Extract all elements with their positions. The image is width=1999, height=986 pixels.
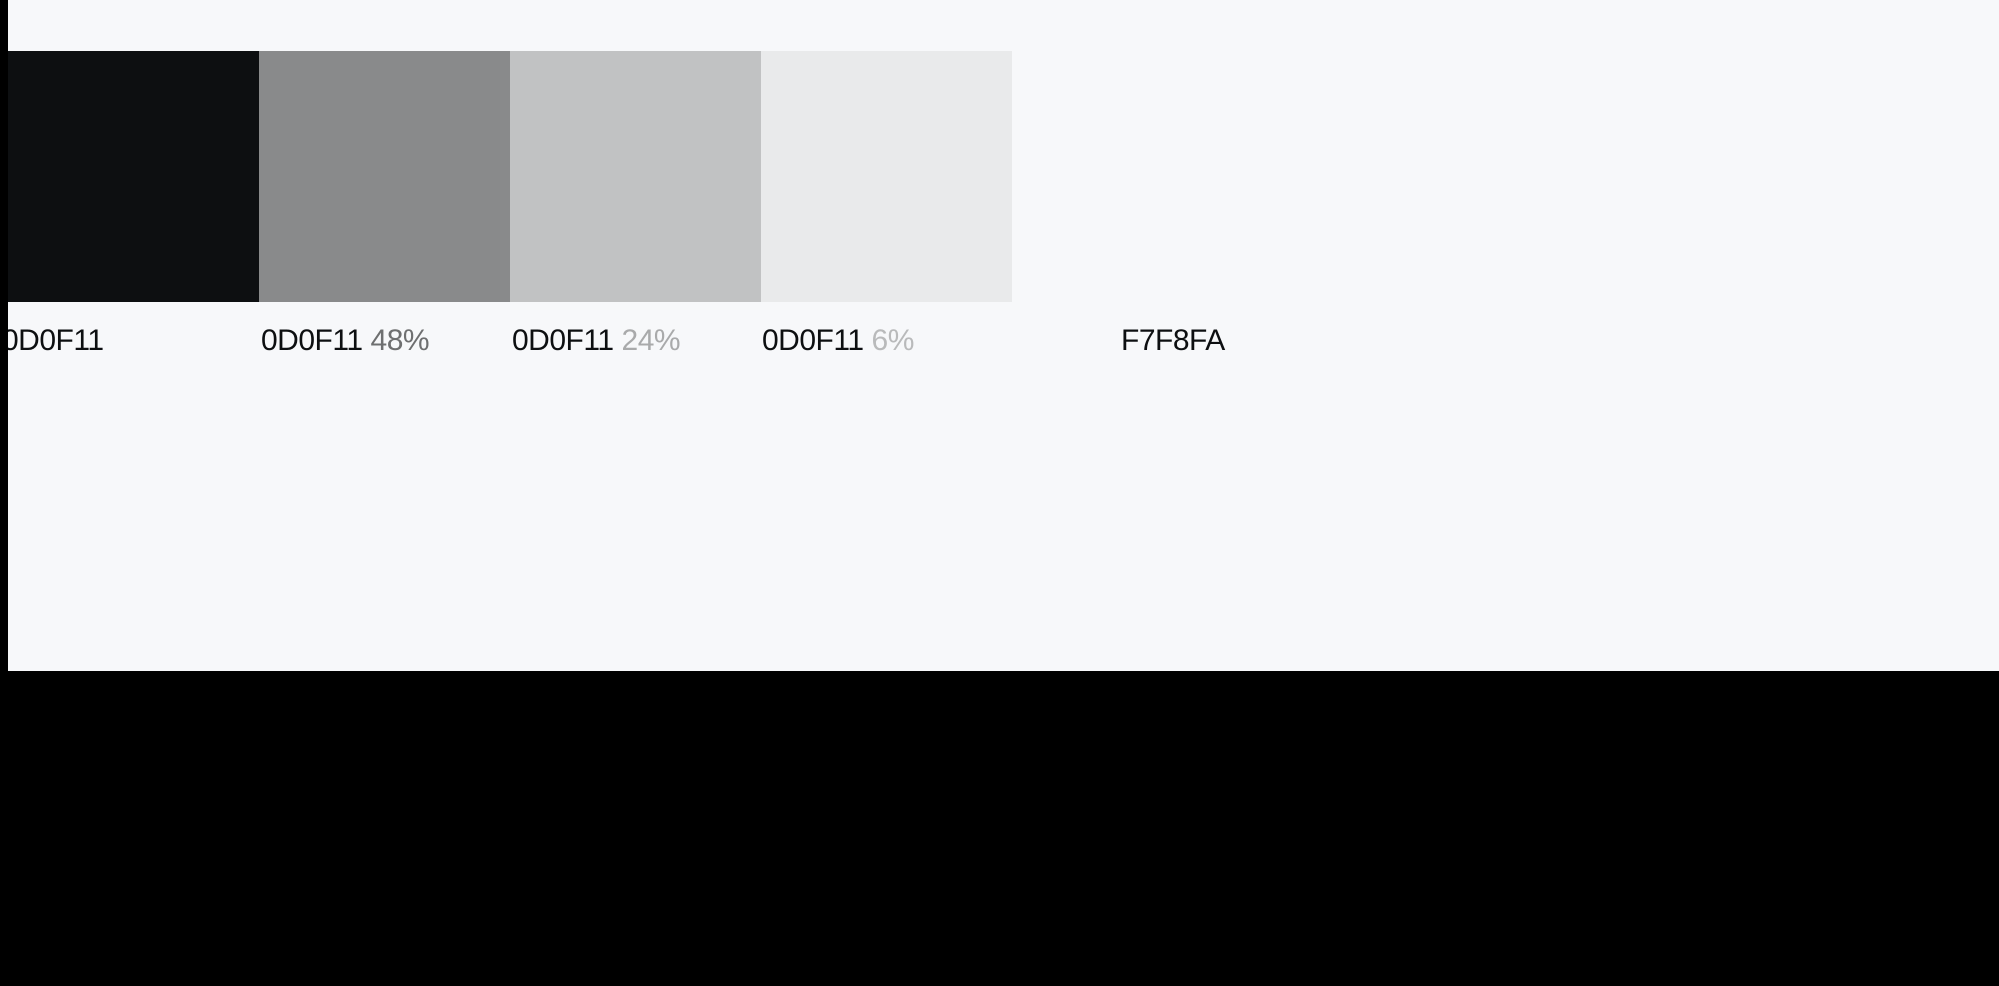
opacity-value: 24% bbox=[621, 324, 681, 357]
hex-code: 0D0F11 bbox=[762, 324, 864, 357]
hex-code: F7F8FA bbox=[1121, 324, 1225, 357]
swatch-label-48-percent: 0D0F11 48% bbox=[261, 321, 430, 361]
opacity-value: 48% bbox=[370, 324, 430, 357]
swatch-label-6-percent: 0D0F11 6% bbox=[762, 321, 914, 361]
color-palette-canvas: 0D0F11 0D0F11 48% 0D0F11 24% 0D0F11 6% F7F8… bbox=[8, 0, 1999, 671]
hex-code: 0D0F11 bbox=[512, 324, 614, 357]
swatch-48-percent bbox=[259, 51, 510, 302]
swatch-label-solid: 0D0F11 bbox=[8, 321, 104, 361]
hex-code: 0D0F11 bbox=[8, 324, 104, 357]
opacity-value: 6% bbox=[871, 324, 915, 357]
background-color-label: F7F8FA bbox=[1121, 321, 1225, 361]
hex-code: 0D0F11 bbox=[261, 324, 363, 357]
swatch-label-24-percent: 0D0F11 24% bbox=[512, 321, 681, 361]
swatch-solid bbox=[8, 51, 259, 302]
swatch-6-percent bbox=[761, 51, 1012, 302]
swatch-24-percent bbox=[510, 51, 761, 302]
